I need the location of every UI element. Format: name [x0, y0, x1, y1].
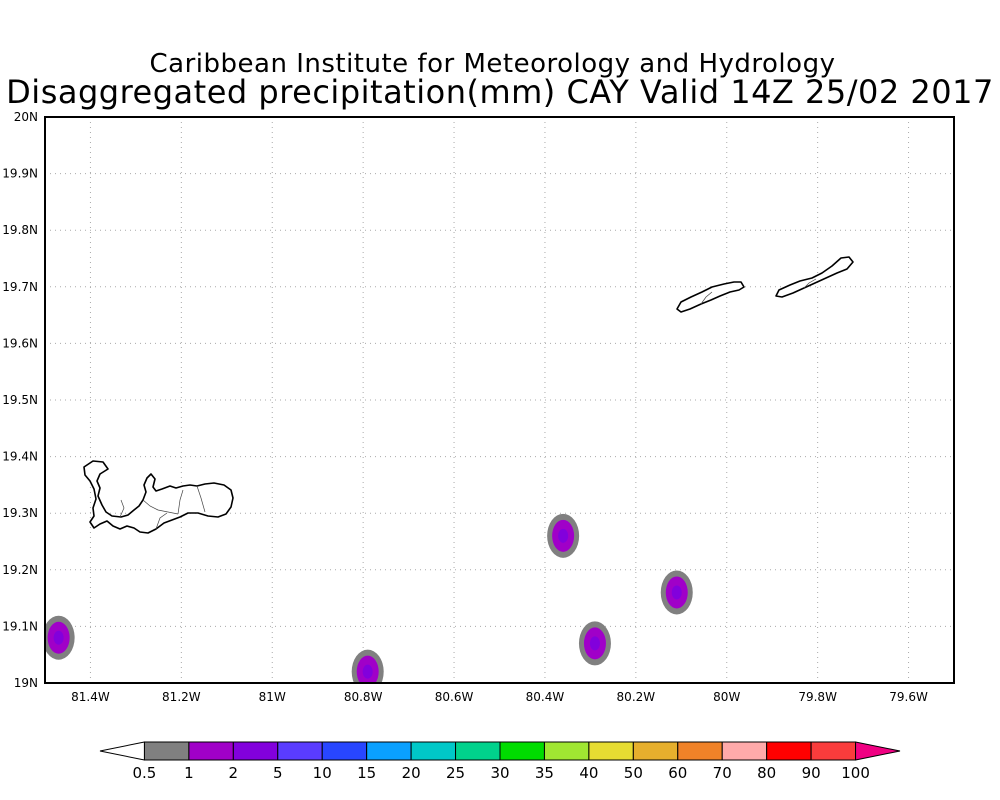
- colorbar-label-16: 100: [841, 764, 870, 782]
- precip-cell-1-core: [362, 664, 373, 679]
- island-grand-cayman: [83, 460, 234, 534]
- district-boundary-1: [119, 499, 125, 518]
- colorbar: [99, 741, 901, 761]
- district-boundary-2: [142, 499, 179, 515]
- colorbar-labels: 0.5 1 2 5 10 15 20 25 30 35 40 50 60 70 80 90 100: [133, 764, 870, 782]
- longitude-tick-labels: 81.4W 81.2W 81W 80.8W 80.6W 80.4W 80.2W 80W 79.8…: [71, 690, 928, 704]
- island-little-cayman: [676, 281, 745, 313]
- colorbar-label-9: 35: [535, 764, 554, 782]
- lat-label-3: 19.3N: [2, 506, 38, 520]
- colorbar-label-12: 60: [668, 764, 687, 782]
- colorbar-swatch-11: [588, 741, 634, 761]
- lat-label-5: 19.5N: [2, 393, 38, 407]
- lon-label-2: 81W: [259, 690, 286, 704]
- lon-label-9: 79.6W: [889, 690, 928, 704]
- coastlines: [83, 256, 854, 534]
- colorbar-label-8: 30: [490, 764, 509, 782]
- lat-label-2: 19.2N: [2, 563, 38, 577]
- lat-label-8: 19.8N: [2, 223, 38, 237]
- colorbar-swatch-4: [277, 741, 323, 761]
- colorbar-swatch-1: [143, 741, 190, 761]
- precip-cell-2: [547, 513, 580, 558]
- colorbar-swatch-10: [543, 741, 590, 761]
- lat-label-1: 19.1N: [2, 619, 38, 633]
- colorbar-swatch-12: [632, 741, 679, 761]
- colorbar-swatch-5: [321, 741, 368, 761]
- precip-cell-4-core: [671, 585, 682, 600]
- district-boundary-4: [196, 485, 206, 513]
- precipitation-cells: [45, 513, 693, 683]
- lon-label-4: 80.6W: [435, 690, 474, 704]
- lon-label-5: 80.4W: [526, 690, 565, 704]
- district-boundary-6: [700, 291, 713, 305]
- chart-title-product: Disaggregated precipitation(mm) CAY Vali…: [6, 73, 994, 111]
- colorbar-swatch-17: [855, 741, 901, 761]
- precip-cell-4: [660, 570, 693, 615]
- lon-label-0: 81.4W: [71, 690, 110, 704]
- latitude-tick-labels: 19N 19.1N 19.2N 19.3N 19.4N 19.5N 19.6N 19.7N 19…: [2, 110, 38, 690]
- lon-label-3: 80.8W: [344, 690, 383, 704]
- island-cayman-brac: [775, 256, 854, 298]
- colorbar-swatch-13: [677, 741, 723, 761]
- map-background: [45, 117, 954, 683]
- lon-label-1: 81.2W: [162, 690, 201, 704]
- colorbar-label-13: 70: [713, 764, 732, 782]
- lat-label-6: 19.6N: [2, 336, 38, 350]
- colorbar-swatch-6: [366, 741, 412, 761]
- colorbar-label-15: 90: [802, 764, 821, 782]
- chart-title-institute: Caribbean Institute for Meteorology and …: [149, 49, 836, 79]
- lat-label-9: 19.9N: [2, 167, 38, 181]
- colorbar-label-5: 15: [357, 764, 376, 782]
- colorbar-swatch-14: [721, 741, 768, 761]
- map-frame: [44, 116, 955, 684]
- colorbar-label-1: 1: [184, 764, 194, 782]
- district-boundary-3: [177, 489, 184, 515]
- lat-label-7: 19.7N: [2, 280, 38, 294]
- colorbar-label-14: 80: [757, 764, 776, 782]
- lon-label-7: 80W: [713, 690, 740, 704]
- colorbar-swatch-0: [99, 741, 145, 761]
- colorbar-label-4: 10: [313, 764, 332, 782]
- colorbar-label-10: 40: [579, 764, 598, 782]
- colorbar-swatch-9: [499, 741, 545, 761]
- lon-label-6: 80.2W: [617, 690, 656, 704]
- lat-label-10: 20N: [14, 110, 38, 124]
- colorbar-label-7: 25: [446, 764, 465, 782]
- colorbar-swatch-15: [766, 741, 812, 761]
- district-boundary-5: [155, 512, 168, 530]
- lon-label-8: 79.8W: [798, 690, 837, 704]
- district-boundaries: [119, 278, 817, 530]
- colorbar-label-2: 2: [229, 764, 239, 782]
- precip-cell-0: [45, 615, 75, 660]
- lat-label-0: 19N: [14, 676, 38, 690]
- colorbar-swatch-8: [455, 741, 501, 761]
- colorbar-swatch-7: [410, 741, 457, 761]
- precip-cell-1: [351, 649, 384, 683]
- colorbar-swatch-3: [232, 741, 279, 761]
- colorbar-label-11: 50: [624, 764, 643, 782]
- colorbar-swatch-16: [810, 741, 857, 761]
- precip-cell-3: [578, 621, 611, 666]
- colorbar-label-0: 0.5: [133, 764, 157, 782]
- precip-cell-2-core: [558, 528, 569, 543]
- precip-cell-3-core: [589, 636, 600, 651]
- lat-label-4: 19.4N: [2, 450, 38, 464]
- precip-cell-0-core: [53, 630, 64, 645]
- district-boundary-7: [803, 278, 817, 289]
- colorbar-label-6: 20: [402, 764, 421, 782]
- colorbar-swatch-2: [188, 741, 234, 761]
- colorbar-label-3: 5: [273, 764, 283, 782]
